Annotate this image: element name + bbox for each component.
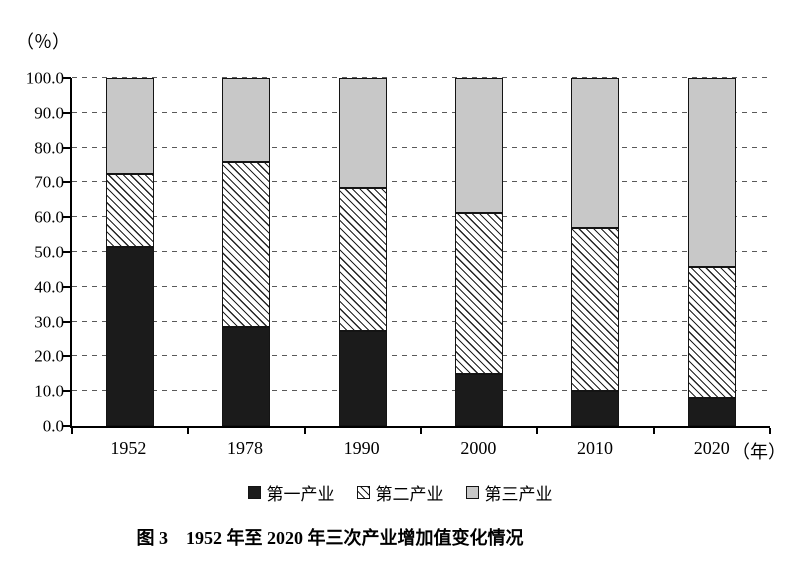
bar-2010 xyxy=(537,78,653,426)
bar-segment-1978-第二产业 xyxy=(222,161,271,327)
y-tick-label: 80.0 xyxy=(34,138,64,158)
y-tick-mark xyxy=(63,251,71,253)
bar-segment-2000-第二产业 xyxy=(455,212,504,374)
bar-segment-1990-第一产业 xyxy=(338,331,387,426)
legend-item-第一产业: 第一产业 xyxy=(247,480,335,505)
gridline xyxy=(72,77,770,78)
gridline xyxy=(72,390,770,392)
bars-layer xyxy=(72,78,770,426)
gridline xyxy=(72,355,770,357)
legend-label: 第一产业 xyxy=(266,485,335,504)
bar-segment-1952-第三产业 xyxy=(106,78,155,175)
x-axis-label-2000: 2000 xyxy=(460,438,497,458)
y-tick-mark xyxy=(63,390,71,393)
x-axis-label-2010: 2010 xyxy=(577,438,614,458)
legend-label: 第二产业 xyxy=(375,485,444,504)
legend-label: 第三产业 xyxy=(484,485,553,504)
x-tick-mark xyxy=(536,428,539,434)
bar-segment-1952-第二产业 xyxy=(106,174,155,247)
bar-1952 xyxy=(72,78,188,426)
gridline xyxy=(72,216,770,218)
x-tick-mark xyxy=(652,428,655,434)
y-axis-unit-label: （％） xyxy=(16,32,70,52)
legend-swatch xyxy=(356,486,370,499)
gridline xyxy=(72,181,770,183)
y-tick-label: 60.0 xyxy=(34,207,64,227)
gridline xyxy=(72,320,770,322)
bar-segment-2010-第三产业 xyxy=(571,78,620,228)
legend-swatch xyxy=(465,486,479,499)
legend-item-第三产业: 第三产业 xyxy=(465,480,553,505)
y-tick-label: 70.0 xyxy=(34,172,64,192)
bar-segment-1952-第一产业 xyxy=(106,246,155,426)
x-tick-mark xyxy=(420,428,422,434)
x-tick-mark xyxy=(303,428,306,434)
y-tick-mark xyxy=(63,320,71,323)
y-tick-label: 10.0 xyxy=(34,381,64,401)
y-tick-label: 0.0 xyxy=(42,416,64,436)
y-tick-mark xyxy=(63,285,71,288)
y-tick-label: 30.0 xyxy=(34,312,64,332)
y-tick-mark xyxy=(63,146,71,149)
bar-segment-2020-第三产业 xyxy=(687,78,736,267)
y-tick-label: 40.0 xyxy=(34,277,64,297)
x-tick-mark xyxy=(769,428,771,434)
x-axis-label-1990: 1990 xyxy=(343,438,380,458)
x-tick-mark xyxy=(71,428,73,434)
bar-2000 xyxy=(421,78,537,426)
bar-segment-2000-第三产业 xyxy=(455,78,504,213)
gridline xyxy=(72,146,770,148)
bar-1990 xyxy=(305,78,421,426)
y-tick-label: 90.0 xyxy=(34,103,64,123)
x-tick-mark xyxy=(187,428,190,434)
x-axis-label-1952: 1952 xyxy=(110,438,147,458)
y-tick-mark xyxy=(63,77,71,79)
bar-segment-2020-第二产业 xyxy=(687,266,736,399)
bar-segment-1978-第三产业 xyxy=(222,78,271,162)
y-tick-label: 50.0 xyxy=(34,242,64,262)
bar-segment-2000-第一产业 xyxy=(455,373,504,426)
y-tick-mark xyxy=(63,216,71,219)
y-tick-mark xyxy=(63,425,71,427)
legend-item-第二产业: 第二产业 xyxy=(356,480,444,505)
x-axis-label-1978: 1978 xyxy=(227,438,263,458)
bar-segment-2020-第一产业 xyxy=(687,398,736,426)
bar-segment-1990-第三产业 xyxy=(338,78,387,188)
chart-plot-area: 0.0 10.0 20.0 30.0 40.0 50.0 60.0 70.0 80.0 90.0 1… xyxy=(26,70,771,435)
bar-segment-1978-第一产业 xyxy=(222,326,271,426)
bar-segment-2010-第二产业 xyxy=(571,227,620,392)
figure-caption: 图 3 1952 年至 2020 年三次产业增加值变化情况 xyxy=(136,528,524,548)
bar-segment-1990-第二产业 xyxy=(338,187,387,331)
gridline xyxy=(72,285,770,287)
legend: 第一产业 第二产业 第三产业 xyxy=(0,480,800,505)
gridline xyxy=(72,111,770,113)
y-tick-mark xyxy=(63,111,71,114)
x-axis-unit-label: （年） xyxy=(732,442,786,462)
bar-segment-2010-第一产业 xyxy=(571,391,620,426)
y-tick-mark xyxy=(63,355,71,358)
legend-swatch xyxy=(247,486,261,499)
gridline xyxy=(72,251,770,252)
bar-2020 xyxy=(654,78,770,426)
x-axis-labels: （年） 1952 1978 1990 2000 2010 2020 xyxy=(70,438,786,462)
x-axis-label-2020: 2020 xyxy=(693,438,730,458)
y-tick-mark xyxy=(63,181,71,184)
y-tick-label: 20.0 xyxy=(34,346,64,366)
bar-1978 xyxy=(188,78,304,426)
y-tick-label: 100.0 xyxy=(25,68,64,88)
